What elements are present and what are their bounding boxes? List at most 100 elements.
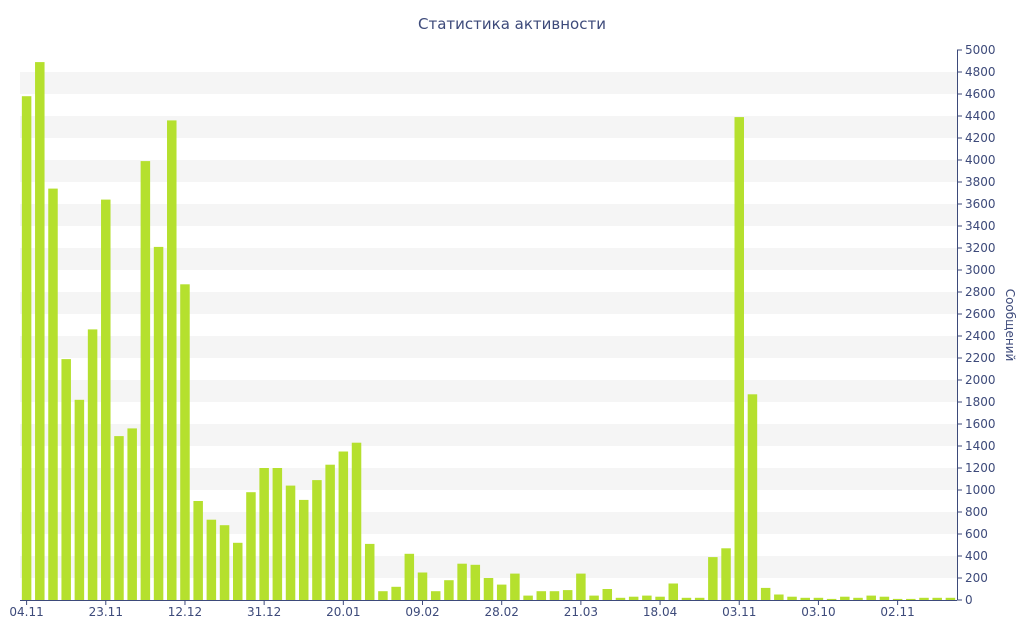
y-tick-label: 800 <box>965 505 988 519</box>
grid-band <box>20 292 957 314</box>
x-tick-label: 31.12 <box>247 605 281 619</box>
bar <box>61 359 71 600</box>
bar <box>404 553 415 600</box>
bar <box>285 485 296 600</box>
grid-band <box>20 468 957 490</box>
bar <box>562 590 573 600</box>
bar <box>457 563 467 600</box>
bar <box>483 578 494 600</box>
x-ticks: 04.11 23.11 12.12 31.12 20.01 09.02 28.02 21.03… <box>9 600 915 619</box>
bar <box>180 284 190 600</box>
y-tick-label: 2200 <box>965 351 996 365</box>
bar <box>536 591 547 600</box>
x-tick-label: 23.11 <box>89 605 123 619</box>
bar <box>906 598 916 600</box>
bar <box>35 62 45 601</box>
axes <box>20 50 958 601</box>
bars <box>21 62 956 601</box>
bar <box>760 587 771 600</box>
bar <box>312 480 322 600</box>
bar <box>642 595 652 600</box>
y-tick-label: 400 <box>965 549 988 563</box>
bar <box>206 519 217 600</box>
bar <box>496 584 507 600</box>
x-tick-label: 03.10 <box>801 605 835 619</box>
bar <box>747 394 758 600</box>
bar <box>391 586 401 600</box>
x-tick-label: 04.11 <box>9 605 43 619</box>
chart-title: Статистика активности <box>418 15 606 33</box>
bar <box>721 548 731 600</box>
x-tick-label: 09.02 <box>405 605 439 619</box>
y-tick-label: 600 <box>965 527 988 541</box>
bar <box>668 583 679 600</box>
bar <box>272 468 283 600</box>
y-tick-label: 1800 <box>965 395 996 409</box>
grid-band <box>20 248 957 270</box>
y-axis-label: Сообщений <box>1003 289 1017 362</box>
bar <box>932 597 942 600</box>
x-tick-label: 18.04 <box>643 605 677 619</box>
bar <box>708 557 718 600</box>
bar <box>259 468 269 600</box>
bar <box>167 120 177 601</box>
bar <box>510 573 520 600</box>
bar <box>351 442 362 600</box>
y-tick-label: 3600 <box>965 197 996 211</box>
bar <box>589 595 599 600</box>
bar <box>430 591 441 600</box>
x-tick-label: 02.11 <box>880 605 914 619</box>
bar <box>853 597 863 600</box>
bar <box>74 399 85 600</box>
bar <box>364 543 375 600</box>
y-tick-label: 2800 <box>965 285 996 299</box>
bar <box>787 596 797 600</box>
bar <box>378 591 388 600</box>
bar <box>87 329 98 600</box>
y-tick-label: 4400 <box>965 109 996 123</box>
y-tick-label: 2400 <box>965 329 996 343</box>
y-tick-label: 3200 <box>965 241 996 255</box>
grid-band <box>20 204 957 226</box>
y-tick-label: 4000 <box>965 153 996 167</box>
y-ticks: 0 200 400 600 800 1000 1200 1400 1600 1800 2000 220… <box>957 43 996 607</box>
y-tick-label: 1000 <box>965 483 996 497</box>
grid-band <box>20 160 957 182</box>
bar <box>866 595 876 600</box>
grid-band <box>20 336 957 358</box>
bar <box>298 499 309 600</box>
grid-band <box>20 116 957 138</box>
bar <box>153 246 164 600</box>
bar <box>101 199 111 600</box>
y-tick-label: 1200 <box>965 461 996 475</box>
bar <box>945 597 956 600</box>
bar <box>549 591 560 600</box>
bar <box>140 161 151 600</box>
bar <box>523 595 533 600</box>
y-tick-label: 3800 <box>965 175 996 189</box>
bar <box>879 596 890 600</box>
bar <box>417 572 428 600</box>
grid-bands <box>20 72 957 578</box>
y-tick-label: 4600 <box>965 87 996 101</box>
bar <box>48 188 58 600</box>
bar <box>813 597 824 600</box>
y-tick-label: 2600 <box>965 307 996 321</box>
x-tick-label: 12.12 <box>168 605 202 619</box>
bar <box>21 96 32 600</box>
bar <box>233 542 243 600</box>
y-tick-label: 200 <box>965 571 988 585</box>
bar <box>219 525 230 600</box>
y-tick-label: 3000 <box>965 263 996 277</box>
y-tick-label: 4800 <box>965 65 996 79</box>
x-tick-label: 03.11 <box>722 605 756 619</box>
bar <box>576 573 586 600</box>
y-tick-label: 2000 <box>965 373 996 387</box>
bar <box>919 597 929 600</box>
x-tick-label: 21.03 <box>564 605 598 619</box>
bar <box>246 492 256 600</box>
x-tick-label: 20.01 <box>326 605 360 619</box>
y-tick-label: 5000 <box>965 43 996 57</box>
bar <box>628 596 639 600</box>
